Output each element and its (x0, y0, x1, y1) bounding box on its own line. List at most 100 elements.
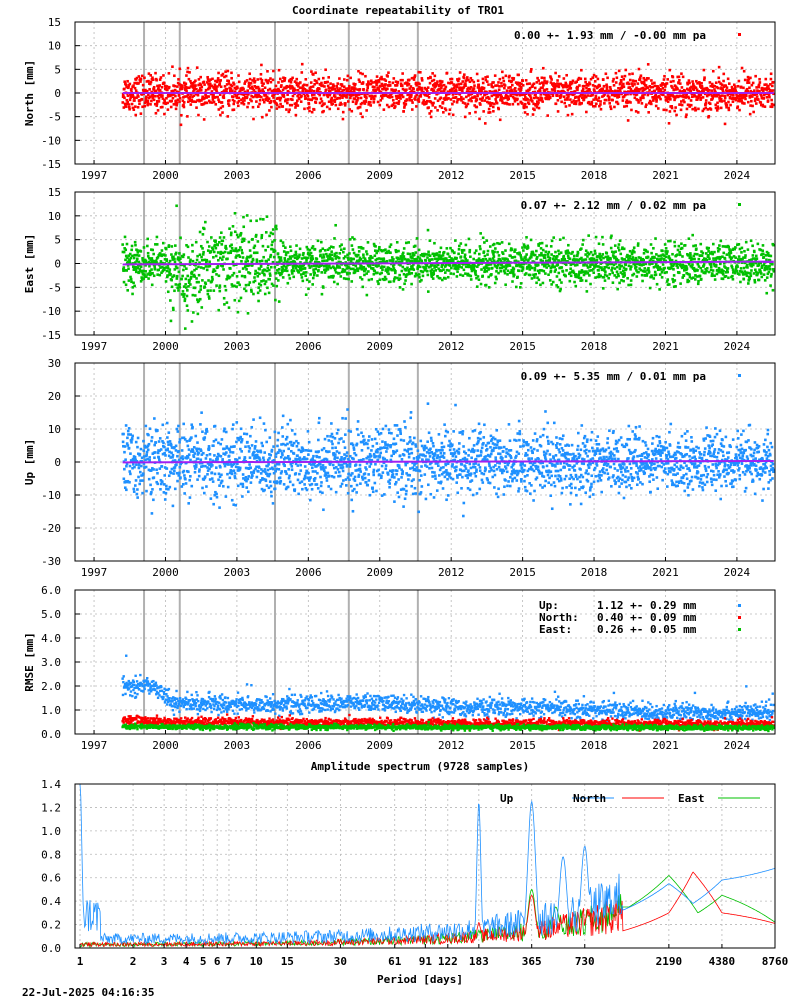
north-point (344, 87, 348, 90)
north-point (537, 101, 540, 104)
east-point (485, 239, 489, 242)
north-point (566, 88, 570, 92)
x-tick-label: 2018 (581, 169, 608, 182)
north-point (334, 103, 338, 107)
east-point (192, 273, 196, 277)
north-point (577, 98, 581, 102)
east-point (260, 233, 264, 237)
north-point (419, 71, 422, 74)
east-point (212, 268, 216, 271)
east-point (460, 248, 464, 252)
east-point (372, 263, 375, 267)
east-point (144, 275, 148, 278)
north-point (485, 96, 488, 100)
north-point (496, 95, 500, 98)
east-point (584, 272, 587, 275)
east-point (648, 262, 652, 266)
north-point (651, 85, 655, 89)
east-point (150, 283, 154, 287)
east-point (138, 268, 142, 271)
north-point (312, 73, 315, 76)
east-point (395, 249, 399, 253)
north-point (535, 81, 539, 84)
east-point (591, 263, 594, 266)
east-point (346, 272, 349, 276)
north-point (450, 81, 454, 84)
east-point (179, 257, 182, 260)
east-point (542, 269, 546, 273)
east-point (618, 267, 622, 271)
east-point (135, 259, 139, 263)
east-point (510, 268, 513, 272)
east-point (166, 264, 170, 267)
east-point (377, 247, 381, 251)
east-point (597, 269, 600, 272)
north-point (202, 118, 206, 121)
north-point (236, 92, 240, 96)
north-point (617, 69, 621, 73)
north-point (452, 83, 455, 86)
north-point (261, 115, 264, 119)
east-point (426, 228, 430, 232)
east-point (448, 264, 452, 267)
north-point (614, 81, 618, 84)
north-point (128, 98, 132, 102)
north-point (303, 88, 307, 91)
east-point (216, 266, 219, 269)
north-point (640, 87, 644, 90)
north-point (607, 98, 610, 102)
east-point (513, 250, 516, 253)
east-point (521, 262, 524, 266)
east-point (170, 278, 173, 282)
north-point (175, 101, 179, 105)
north-point (384, 79, 388, 82)
north-point (181, 84, 184, 87)
east-point (149, 261, 153, 265)
east-point (598, 257, 602, 260)
north-point (671, 86, 674, 89)
east-point (619, 271, 623, 274)
east-point (588, 257, 592, 261)
north-point (388, 96, 391, 99)
east-point (144, 270, 147, 273)
north-point (228, 86, 231, 90)
east-point (430, 274, 433, 277)
north-point (308, 88, 312, 92)
north-point (440, 80, 444, 83)
north-point (147, 79, 150, 83)
north-point (663, 88, 667, 92)
north-point (152, 88, 156, 91)
east-point (552, 236, 556, 239)
east-point (182, 268, 185, 272)
north-point (257, 89, 261, 93)
north-point (542, 83, 545, 87)
east-point (320, 292, 324, 296)
north-point (425, 90, 429, 93)
east-point (549, 266, 553, 270)
east-point (364, 267, 367, 271)
east-point (371, 256, 374, 260)
north-point (575, 100, 578, 103)
north-point (127, 84, 131, 87)
east-point (372, 242, 376, 246)
north-point (256, 105, 260, 108)
north-point (150, 99, 153, 103)
north-point (326, 80, 329, 84)
north-point (743, 78, 747, 82)
north-point (447, 97, 450, 100)
north-point (357, 78, 361, 82)
north-point (461, 90, 464, 94)
north-point (621, 99, 625, 102)
east-point (503, 269, 506, 272)
north-point (588, 102, 592, 106)
east-point (142, 260, 146, 264)
north-point (721, 88, 725, 92)
east-point (378, 245, 381, 249)
north-point (525, 105, 528, 109)
north-legend-marker (738, 33, 741, 36)
east-point (610, 262, 614, 266)
north-point (125, 102, 129, 106)
east-point (293, 253, 296, 257)
north-point (612, 84, 616, 87)
north-point (596, 77, 600, 81)
